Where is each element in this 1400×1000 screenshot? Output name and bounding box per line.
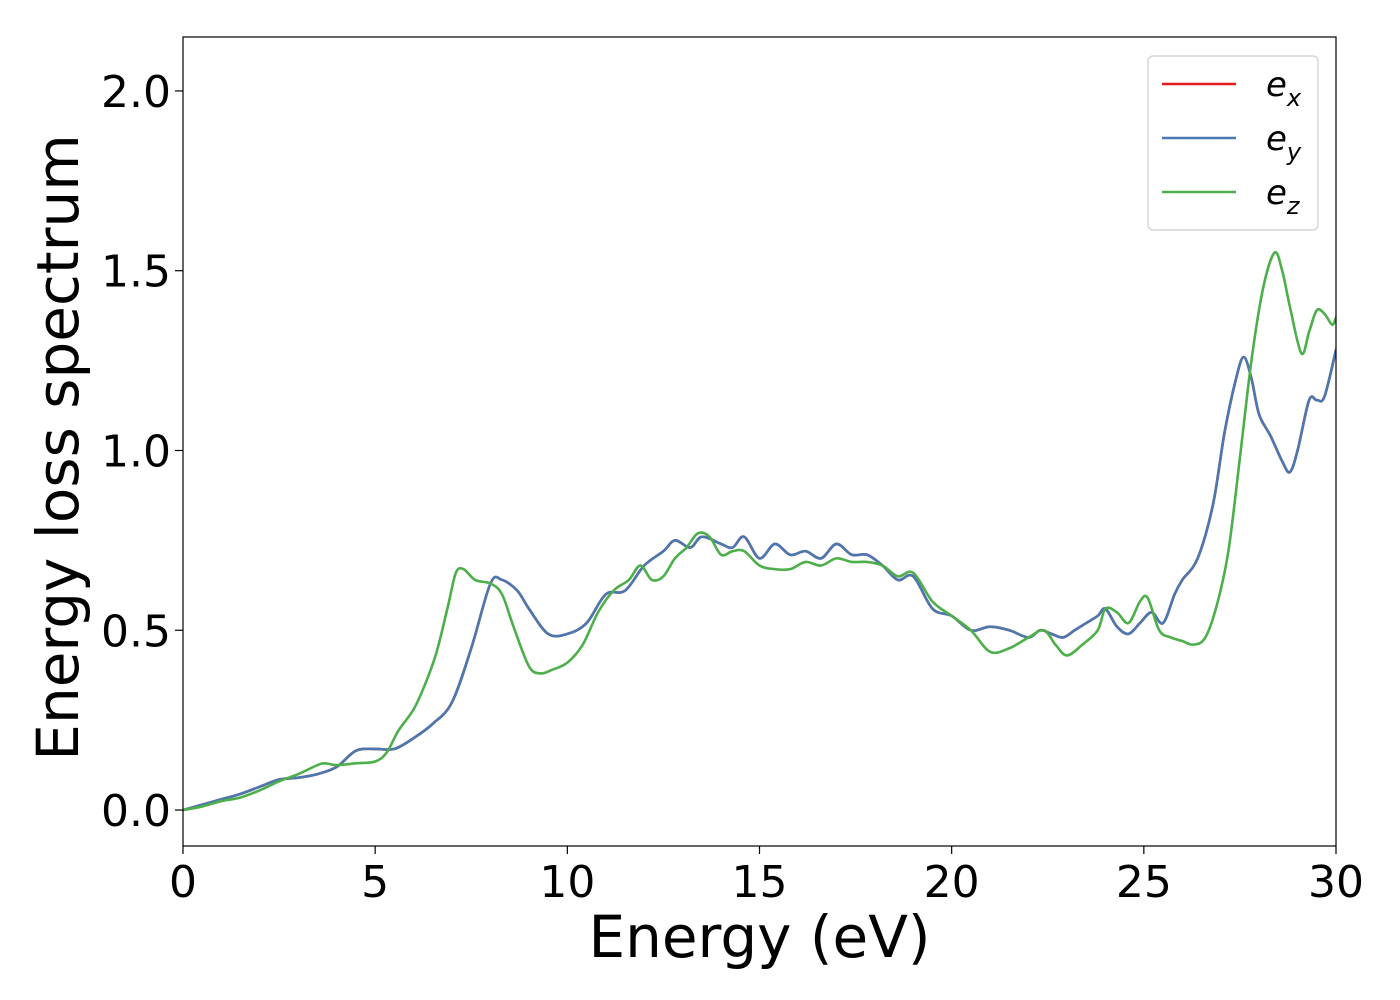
y-tick-label: 1.5: [101, 247, 171, 298]
x-tick-label: 30: [1308, 857, 1364, 908]
x-axis-title: Energy (eV): [588, 903, 930, 971]
series-line-x: [183, 348, 1336, 812]
legend-entry-z: ez: [1162, 173, 1301, 220]
legend-label: ez: [1266, 173, 1301, 220]
x-tick-label: 0: [169, 857, 197, 908]
legend-entry-y: ey: [1162, 119, 1302, 166]
legend-label: ex: [1266, 65, 1302, 112]
x-axis-ticks: 0 5 10 15 20 25 30: [169, 846, 1364, 908]
legend-entry-x: ex: [1162, 65, 1302, 112]
y-tick-label: 0.5: [101, 606, 171, 657]
x-tick-label: 15: [732, 857, 788, 908]
y-tick-label: 2.0: [101, 67, 171, 118]
y-tick-label: 0.0: [101, 786, 171, 837]
series-layer: [183, 250, 1336, 812]
x-tick-label: 20: [924, 857, 980, 908]
series-line-z: [183, 250, 1336, 812]
x-tick-label: 10: [539, 857, 595, 908]
series-line-y: [183, 348, 1336, 812]
y-axis-ticks: 0.0 0.5 1.0 1.5 2.0: [101, 67, 183, 837]
x-tick-label: 5: [361, 857, 389, 908]
y-tick-label: 1.0: [101, 426, 171, 477]
y-axis-title: Energy loss spectrum: [24, 134, 92, 760]
legend-box: [1147, 55, 1319, 231]
legend: ex ey ez: [1147, 55, 1319, 231]
x-tick-label: 25: [1116, 857, 1172, 908]
legend-label: ey: [1266, 119, 1302, 166]
